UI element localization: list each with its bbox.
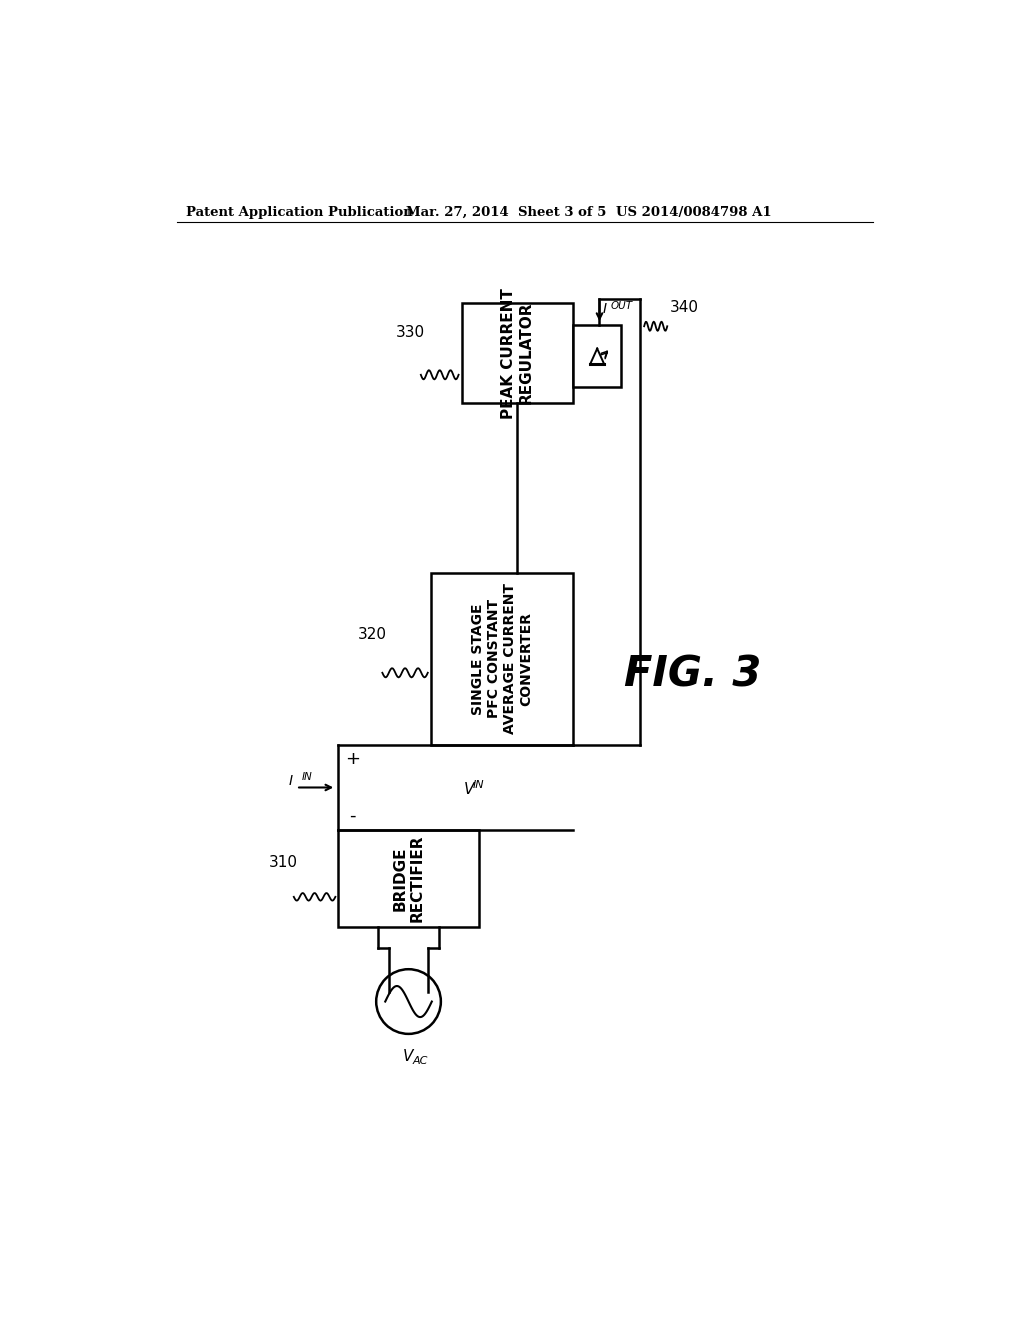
Bar (462, 304, 573, 404)
Text: 310: 310 (269, 854, 298, 870)
Circle shape (376, 969, 441, 1034)
Text: AC: AC (413, 1056, 428, 1065)
Text: PEAK CURRENT
REGULATOR: PEAK CURRENT REGULATOR (502, 288, 534, 418)
Text: I: I (288, 775, 292, 788)
Text: Mar. 27, 2014  Sheet 3 of 5: Mar. 27, 2014 Sheet 3 of 5 (407, 206, 606, 219)
Text: SINGLE STAGE
PFC CONSTANT
AVERAGE CURRENT
CONVERTER: SINGLE STAGE PFC CONSTANT AVERAGE CURREN… (471, 583, 534, 734)
Text: V: V (402, 1049, 413, 1064)
Bar (431, 573, 573, 744)
Text: FIG. 3: FIG. 3 (624, 653, 762, 696)
Bar (339, 830, 478, 927)
Text: I: I (602, 302, 606, 317)
Text: IN: IN (473, 780, 484, 791)
Text: IN: IN (301, 772, 312, 783)
Text: 320: 320 (357, 627, 387, 642)
Text: OUT: OUT (611, 301, 633, 312)
Text: US 2014/0084798 A1: US 2014/0084798 A1 (615, 206, 771, 219)
Text: 330: 330 (396, 325, 425, 341)
Text: BRIDGE
RECTIFIER: BRIDGE RECTIFIER (392, 834, 425, 923)
Text: -: - (349, 807, 355, 825)
Text: V: V (464, 781, 474, 796)
Text: +: + (345, 750, 359, 768)
Bar (573, 326, 621, 387)
Text: 340: 340 (670, 300, 698, 314)
Text: Patent Application Publication: Patent Application Publication (186, 206, 413, 219)
